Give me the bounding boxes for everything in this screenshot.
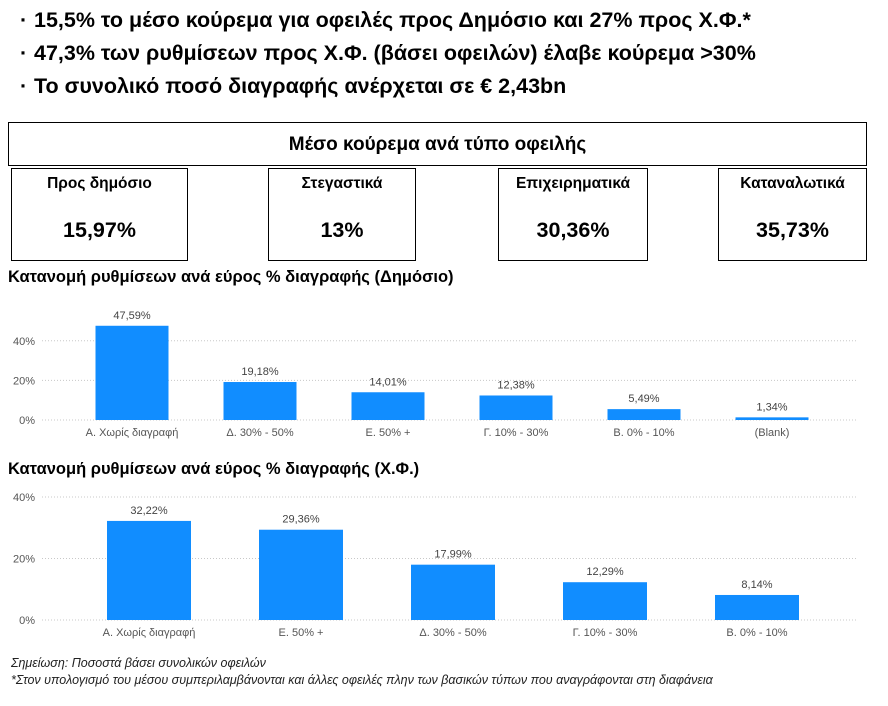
bullet-text: 47,3% των ρυθμίσεων προς Χ.Φ. (βάσει οφε… (34, 41, 756, 65)
panel-title: Μέσο κούρεμα ανά τύπο οφειλής (8, 122, 867, 166)
bullet-dot: · (20, 41, 28, 65)
x-tick-label: Α. Χωρίς διαγραφή (86, 427, 179, 439)
chart2-title: Κατανομή ρυθμίσεων ανά εύρος % διαγραφής… (8, 460, 420, 478)
x-tick-label: Α. Χωρίς διαγραφή (103, 627, 196, 639)
x-tick-label: Ε. 50% + (366, 427, 411, 439)
bullet-item: · 47,3% των ρυθμίσεων προς Χ.Φ. (βάσει οφ… (20, 37, 756, 70)
data-label: 47,59% (113, 310, 151, 322)
card-value: 35,73% (756, 218, 829, 242)
data-label: 17,99% (434, 549, 472, 561)
card-label: Στεγαστικά (301, 175, 383, 192)
y-tick-label: 40% (13, 492, 35, 504)
card-public: Προς δημόσιο 15,97% (11, 168, 188, 261)
bar (563, 582, 647, 620)
card-label: Προς δημόσιο (47, 175, 152, 192)
y-tick-label: 0% (19, 415, 35, 427)
data-label: 14,01% (369, 376, 407, 388)
chart1-title: Κατανομή ρυθμίσεων ανά εύρος % διαγραφής… (8, 268, 454, 286)
card-business: Επιχειρηματικά 30,36% (498, 168, 648, 261)
card-value: 15,97% (63, 218, 136, 242)
bar (607, 409, 681, 420)
x-tick-label: Γ. 10% - 30% (573, 627, 638, 639)
x-tick-label: Δ. 30% - 50% (419, 627, 486, 639)
bar (735, 417, 809, 420)
chart-private: 0% 20% 40% 32,22% Α. Χωρίς διαγραφή 29,36% Ε. … (13, 492, 858, 639)
data-label: 8,14% (741, 579, 772, 591)
data-label: 12,29% (586, 566, 624, 578)
x-tick-label: Ε. 50% + (279, 627, 324, 639)
data-label: 19,18% (241, 366, 279, 378)
card-mortgage: Στεγαστικά 13% (268, 168, 416, 261)
bar (107, 520, 191, 620)
data-label: 5,49% (628, 393, 659, 405)
bullet-text: 15,5% το μέσο κούρεμα για οφειλές προς Δ… (34, 8, 751, 32)
x-tick-label: Β. 0% - 10% (613, 427, 674, 439)
bullet-dot: · (20, 8, 28, 32)
card-label: Καταναλωτικά (740, 175, 845, 192)
note-average: *Στον υπολογισμό του μέσου συμπεριλαμβάν… (11, 673, 713, 687)
y-tick-label: 20% (13, 375, 35, 387)
footnotes: Σημείωση: Ποσοστά βάσει συνολικών οφειλώ… (11, 655, 713, 689)
x-tick-label: Γ. 10% - 30% (484, 427, 549, 439)
y-tick-label: 0% (19, 615, 35, 627)
card-label: Επιχειρηματικά (515, 175, 631, 192)
x-tick-label: Β. 0% - 10% (726, 627, 787, 639)
bullet-item: · Το συνολικό ποσό διαγραφής ανέρχεται σε… (20, 70, 756, 103)
y-tick-label: 40% (13, 336, 35, 348)
bar (95, 325, 169, 420)
bullet-text: Το συνολικό ποσό διαγραφής ανέρχεται σε … (34, 74, 567, 98)
data-label: 29,36% (282, 514, 320, 526)
y-tick-label: 20% (13, 554, 35, 566)
bar (259, 529, 343, 620)
card-value: 30,36% (536, 218, 610, 242)
bar (223, 382, 297, 420)
chart-public: 0% 20% 40% 47,59% Α. Χωρίς διαγραφή 19,18% Δ. … (13, 310, 858, 439)
x-tick-label: Δ. 30% - 50% (226, 427, 293, 439)
data-label: 1,34% (756, 401, 787, 413)
data-label: 12,38% (497, 379, 535, 391)
bullet-list: · 15,5% το μέσο κούρεμα για οφειλές προς … (20, 4, 756, 103)
bar (411, 564, 495, 620)
bullet-dot: · (20, 74, 28, 98)
card-consumer: Καταναλωτικά 35,73% (718, 168, 867, 261)
bar (715, 594, 799, 620)
data-label: 32,22% (130, 505, 168, 517)
x-tick-label: (Blank) (755, 427, 790, 439)
card-value: 13% (320, 218, 364, 242)
note-basis: Σημείωση: Ποσοστά βάσει συνολικών οφειλώ… (11, 656, 266, 670)
bar (479, 395, 553, 420)
bar (351, 392, 425, 420)
bullet-item: · 15,5% το μέσο κούρεμα για οφειλές προς … (20, 4, 756, 37)
